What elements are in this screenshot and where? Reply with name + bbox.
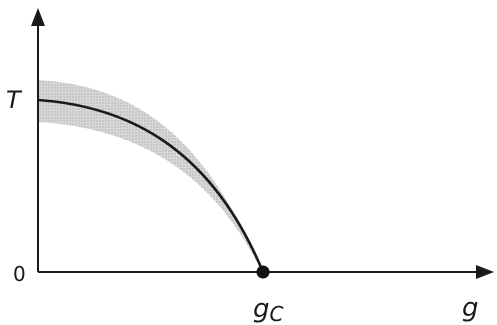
phase-boundary-curve bbox=[37, 98, 265, 273]
critical-point-label-main: g bbox=[253, 294, 270, 324]
critical-point-marker bbox=[256, 265, 270, 279]
origin-label: 0 bbox=[13, 262, 26, 286]
critical-point-label: gC bbox=[253, 294, 284, 325]
x-axis-arrow-icon bbox=[476, 265, 494, 279]
critical-point-label-sub: C bbox=[270, 302, 284, 325]
y-axis-arrow-icon bbox=[31, 8, 45, 26]
y-axis-tick-label-T: T bbox=[6, 86, 23, 114]
x-axis-label: g bbox=[462, 293, 479, 323]
uncertainty-band bbox=[38, 80, 262, 272]
